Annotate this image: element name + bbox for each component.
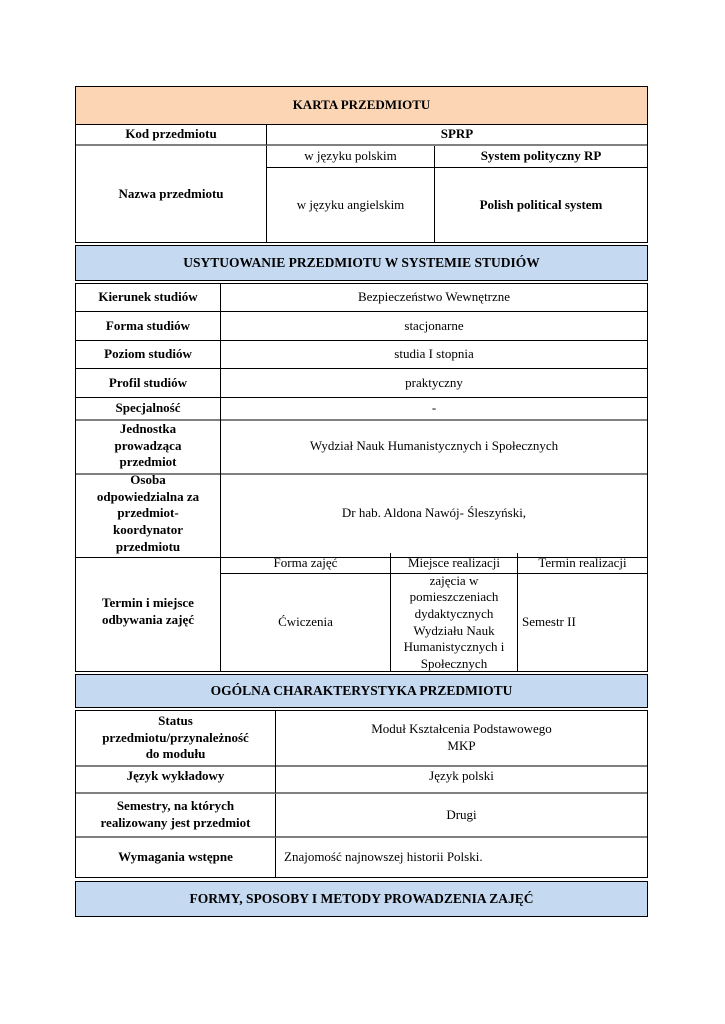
course-code-label: Kod przedmiotu	[76, 125, 267, 146]
course-name-label: Nazwa przedmiotu	[76, 146, 267, 242]
row-label: Osoba odpowiedzialna za przedmiot- koord…	[76, 470, 221, 559]
course-code-value: SPRP	[267, 125, 647, 146]
table-row: Poziom studiów studia I stopnia	[76, 341, 647, 369]
course-header-table: KARTA PRZEDMIOTU Kod przedmiotu SPRP Naz…	[75, 86, 648, 243]
name-polish-label: w języku polskim	[267, 146, 435, 168]
schedule-col-term: Termin realizacji	[518, 553, 647, 574]
row-label: Kierunek studiów	[76, 284, 221, 312]
row-label: Profil studiów	[76, 369, 221, 398]
row-value: studia I stopnia	[221, 341, 647, 369]
table-row: Forma studiów stacjonarne	[76, 312, 647, 341]
row-value: stacjonarne	[221, 312, 647, 341]
row-label: Wymagania wstępne	[76, 838, 276, 877]
card-title: KARTA PRZEDMIOTU	[76, 87, 647, 125]
table-row: Profil studiów praktyczny	[76, 369, 647, 398]
course-card: KARTA PRZEDMIOTU Kod przedmiotu SPRP Naz…	[75, 86, 648, 919]
row-value: Drugi	[276, 794, 647, 838]
table-row: Jednostka prowadząca przedmiot Wydział N…	[76, 419, 647, 475]
table-row: Specjalność -	[76, 398, 647, 421]
name-english-value: Polish political system	[479, 196, 603, 212]
table-row: Język wykładowy Język polski	[76, 760, 647, 794]
schedule-col-place: Miejsce realizacji	[391, 553, 518, 574]
row-label: Semestry, na których realizowany jest pr…	[76, 794, 276, 838]
row-value: Wydział Nauk Humanistycznych i Społeczny…	[221, 419, 647, 475]
row-label: Poziom studiów	[76, 341, 221, 369]
schedule-subtable: Termin i miejsce odbywania zajęć Forma z…	[76, 553, 647, 671]
table-row: Osoba odpowiedzialna za przedmiot- koord…	[76, 470, 647, 559]
table-row: Semestry, na których realizowany jest pr…	[76, 794, 647, 838]
row-label: Status przedmiotu/przynależność do moduł…	[76, 711, 276, 767]
row-label: Specjalność	[76, 398, 221, 421]
row-label: Forma studiów	[76, 312, 221, 341]
schedule-label: Termin i miejsce odbywania zajęć	[76, 553, 221, 671]
schedule-place-value: zajęcia w pomieszczeniach dydaktycznych …	[391, 573, 518, 671]
section-header-general: OGÓLNA CHARAKTERYSTYKA PRZEDMIOTU	[75, 674, 648, 708]
row-value: Bezpieczeństwo Wewnętrzne	[221, 284, 647, 312]
row-value: Język polski	[276, 760, 647, 794]
table-row: Kierunek studiów Bezpieczeństwo Wewnętrz…	[76, 284, 647, 312]
row-value: Dr hab. Aldona Nawój- Śleszyński,	[221, 470, 647, 559]
row-value: Moduł Kształcenia Podstawowego MKP	[276, 711, 647, 767]
general-table: Status przedmiotu/przynależność do moduł…	[75, 710, 648, 878]
section-header-placement: USYTUOWANIE PRZEDMIOTU W SYSTEMIE STUDIÓ…	[75, 245, 648, 281]
name-polish-value: System polityczny RP	[435, 146, 647, 168]
row-label: Jednostka prowadząca przedmiot	[76, 419, 221, 475]
table-row: Wymagania wstępne Znajomość najnowszej h…	[76, 838, 647, 877]
row-value: Znajomość najnowszej historii Polski.	[284, 849, 483, 865]
schedule-col-form: Forma zajęć	[221, 553, 391, 574]
table-row: Status przedmiotu/przynależność do moduł…	[76, 711, 647, 767]
schedule-term-value: Semestr II	[522, 614, 576, 630]
row-label: Język wykładowy	[76, 760, 276, 794]
row-value: -	[221, 398, 647, 421]
schedule-form-value: Ćwiczenia	[221, 574, 391, 671]
placement-table: Kierunek studiów Bezpieczeństwo Wewnętrz…	[75, 283, 648, 672]
section-header-forms: FORMY, SPOSOBY I METODY PROWADZENIA ZAJĘ…	[75, 881, 648, 917]
name-english-label: w języku angielskim	[267, 168, 435, 242]
row-value: praktyczny	[221, 369, 647, 398]
